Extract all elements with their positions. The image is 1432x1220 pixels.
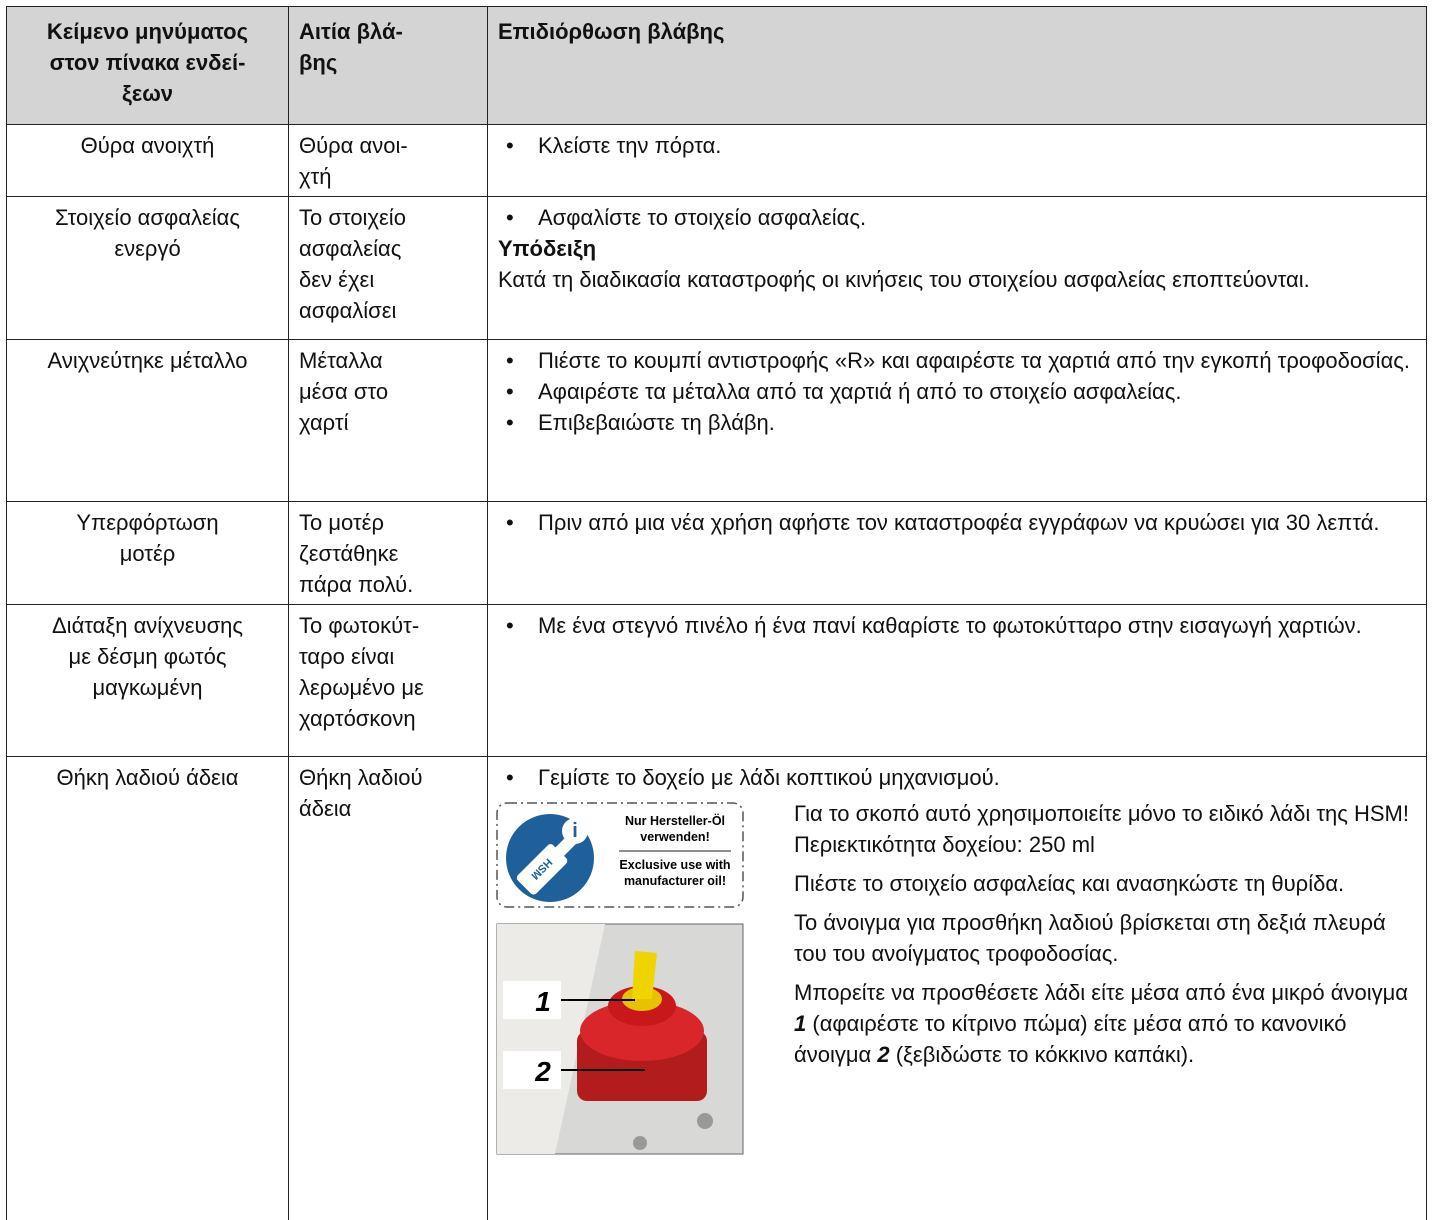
info-glyph: i (572, 820, 578, 842)
bullet-item: Πριν από μια νέα χρήση αφήστε τον καταστ… (498, 507, 1416, 538)
message-cell: Διάταξη ανίχνευσης με δέσμη φωτός μαγκωμ… (6, 604, 289, 757)
bullet-item: Επιβεβαιώστε τη βλάβη. (498, 407, 1416, 438)
sticker-text: verwenden! (640, 830, 709, 844)
cause-cell: Μέταλλα μέσα στο χαρτί (288, 339, 488, 502)
message-cell: Στοιχείο ασφαλείας ενεργό (6, 196, 289, 340)
header-cell: Επιδιόρθωση βλάβης (487, 6, 1427, 125)
cause-cell: Το μοτέρ ζεστάθηκε πάρα πολύ. (288, 501, 488, 605)
photo-label: 2 (534, 1056, 551, 1087)
photo-label: 1 (535, 986, 551, 1017)
message-cell: Θύρα ανοιχτή (6, 124, 289, 197)
instruction-text: Μπορείτε να προσθέσετε λάδι είτε μέσα απ… (794, 980, 1409, 1005)
figure-block: HSM i Nur Hersteller-Öl verwenden! Exclu… (495, 798, 1416, 1164)
table-row: Ανιχνεύτηκε μέταλλο Μέταλλα μέσα στο χαρτ… (6, 339, 1427, 502)
table-row: Υπερφόρτωση μοτέρ Το μοτέρ ζεστάθηκε πάρα… (6, 501, 1427, 605)
message-cell: Υπερφόρτωση μοτέρ (6, 501, 289, 605)
instruction-text: Για το σκοπό αυτό χρησιμοποιείτε μόνο το… (794, 801, 1409, 857)
instruction: Για το σκοπό αυτό χρησιμοποιείτε μόνο το… (794, 798, 1416, 860)
oil-figure: HSM i Nur Hersteller-Öl verwenden! Exclu… (496, 802, 744, 1155)
table-row: Στοιχείο ασφαλείας ενεργό Το στοιχείο ασφ… (6, 196, 1427, 340)
sticker-text: Exclusive use with (619, 858, 730, 872)
bullet-item: Πιέστε το κουμπί αντιστροφής «R» και αφα… (498, 345, 1416, 376)
label-box (503, 981, 561, 1019)
sticker-text: manufacturer oil! (624, 874, 726, 888)
note-text: Κατά τη διαδικασία καταστροφής οι κινήσε… (498, 267, 1310, 292)
bullet-item: Αφαιρέστε τα μέταλλα από τα χαρτιά ή από… (498, 376, 1416, 407)
remedy-cell: Κλείστε την πόρτα. (487, 124, 1427, 197)
remedy-cell: Πριν από μια νέα χρήση αφήστε τον καταστ… (487, 501, 1427, 605)
remedy-cell: Με ένα στεγνό πινέλο ή ένα πανί καθαρίστ… (487, 604, 1427, 757)
label-box (503, 1051, 561, 1089)
instruction-text: Το άνοιγμα για προσθήκη λαδιού βρίσκεται… (794, 910, 1386, 966)
remedy-cell: Ασφαλίστε το στοιχείο ασφαλείας. Υπόδειξη… (487, 196, 1427, 340)
instruction-text: (ξεβιδώστε το κόκκινο καπάκι). (889, 1042, 1195, 1067)
table-body: Κείμενο μηνύματος στον πίνακα ενδεί- ξεω… (6, 6, 1427, 1220)
cause-cell: Το στοιχείο ασφαλείας δεν έχει ασφαλίσει (288, 196, 488, 340)
fault-table: Κείμενο μηνύματος στον πίνακα ενδεί- ξεω… (6, 6, 1427, 1220)
instruction: Πιέστε το στοιχείο ασφαλείας και ανασηκώ… (794, 868, 1416, 899)
instruction: Μπορείτε να προσθέσετε λάδι είτε μέσα απ… (794, 977, 1416, 1070)
bullet-item: Γεμίστε το δοχείο με λάδι κοπτικού μηχαν… (498, 762, 1416, 793)
instruction-text: 2 (877, 1042, 890, 1067)
instruction-text: (αφαιρέστε το κίτρινο πώμα) είτε μέσα απ… (794, 1011, 1347, 1067)
bullet-item: Με ένα στεγνό πινέλο ή ένα πανί καθαρίστ… (498, 610, 1416, 641)
cause-cell: Θήκη λαδιού άδεια (288, 756, 488, 1220)
message-cell: Θήκη λαδιού άδεια (6, 756, 289, 1220)
cause-cell: Θύρα ανοι- χτή (288, 124, 488, 197)
remedy-cell: Γεμίστε το δοχείο με λάδι κοπτικού μηχαν… (487, 756, 1427, 1220)
header-row: Κείμενο μηνύματος στον πίνακα ενδεί- ξεω… (6, 6, 1427, 125)
instruction-text: Πιέστε το στοιχείο ασφαλείας και ανασηκώ… (794, 871, 1345, 896)
instruction-text: 1 (794, 1011, 807, 1036)
figure-images: HSM i Nur Hersteller-Öl verwenden! Exclu… (495, 801, 747, 1164)
figure-text: Για το σκοπό αυτό χρησιμοποιείτε μόνο το… (747, 798, 1416, 1164)
cause-cell: Το φωτοκύτ- ταρο είναι λερωμένο με χαρτό… (288, 604, 488, 757)
header-cell: Κείμενο μηνύματος στον πίνακα ενδεί- ξεω… (6, 6, 289, 125)
bullet-item: Ασφαλίστε το στοιχείο ασφαλείας. (498, 202, 1416, 233)
table-row: Διάταξη ανίχνευσης με δέσμη φωτός μαγκωμ… (6, 604, 1427, 757)
note-title: Υπόδειξη (498, 236, 597, 261)
bullet-item: Κλείστε την πόρτα. (498, 130, 1416, 161)
sticker-text: Nur Hersteller-Öl (625, 813, 725, 828)
message-cell: Ανιχνεύτηκε μέταλλο (6, 339, 289, 502)
instruction: Το άνοιγμα για προσθήκη λαδιού βρίσκεται… (794, 907, 1416, 969)
remedy-cell: Πιέστε το κουμπί αντιστροφής «R» και αφα… (487, 339, 1427, 502)
header-cell: Αιτία βλά- βης (288, 6, 488, 125)
